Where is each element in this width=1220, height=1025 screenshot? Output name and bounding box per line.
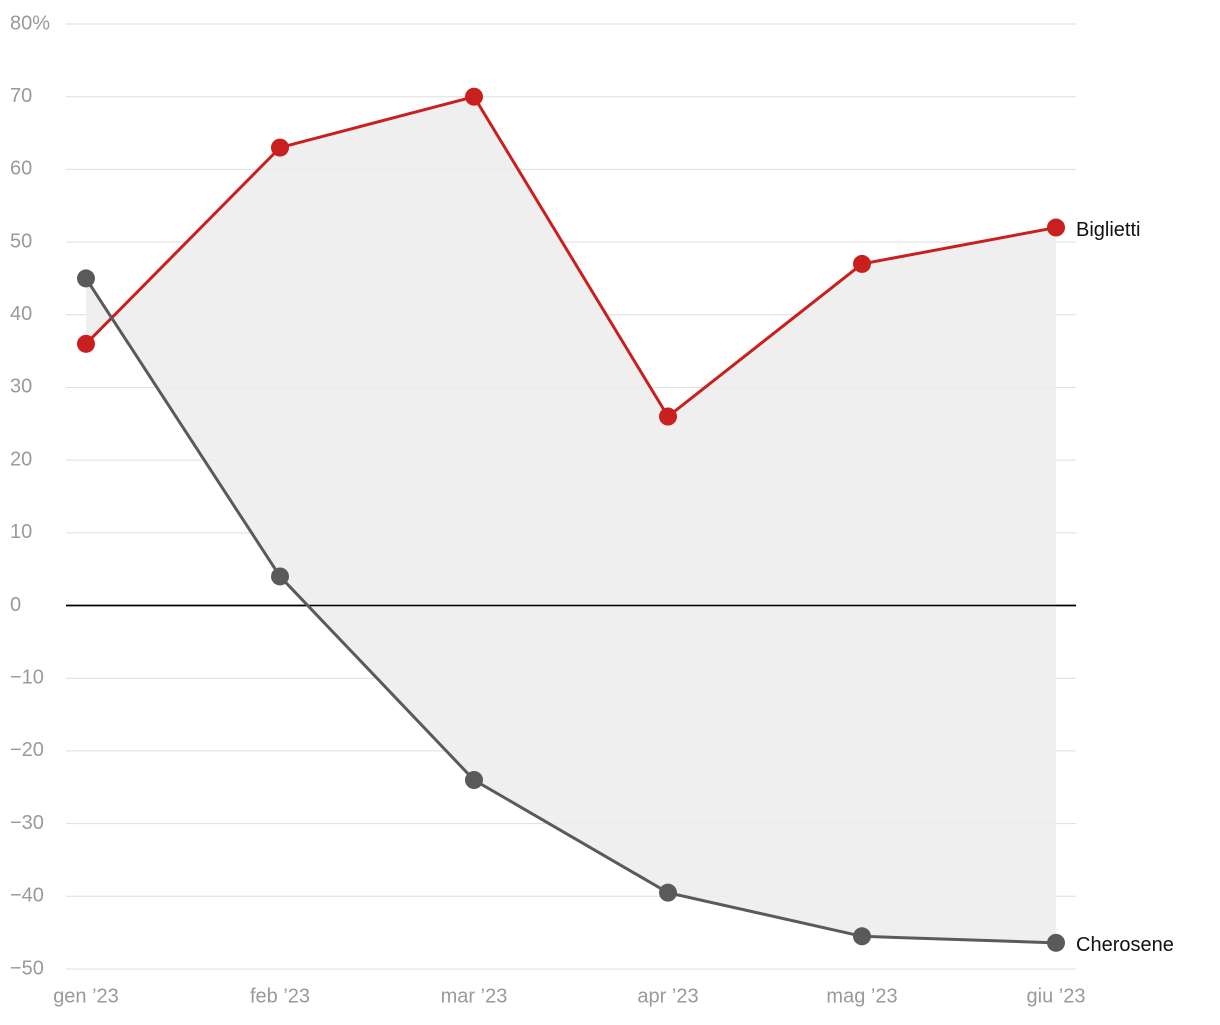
x-tick-label: giu ’23 [1027,985,1086,1007]
x-tick-label: apr ’23 [637,985,698,1007]
data-point [853,927,871,946]
x-tick-label: feb ’23 [250,985,310,1007]
series-label: Biglietti [1076,219,1140,241]
data-point [465,87,483,106]
data-point [659,407,677,426]
data-point [853,254,871,273]
data-point [77,269,95,288]
data-point [271,567,289,586]
x-tick-label: gen ’23 [53,985,119,1007]
y-tick-label: −10 [10,667,44,689]
gap-area [86,96,1056,943]
y-tick-label: 30 [10,376,32,398]
data-point [659,883,677,902]
y-tick-label: 50 [10,230,32,252]
y-tick-label: 80% [10,12,50,34]
y-tick-label: −50 [10,957,44,979]
data-point [1047,933,1065,952]
y-tick-label: 70 [10,85,32,107]
y-tick-label: 40 [10,303,32,325]
data-point [1047,218,1065,237]
series-label: Cherosene [1076,934,1174,956]
data-point [77,334,95,353]
y-tick-label: 60 [10,158,32,180]
data-point [271,138,289,157]
series-line [84,277,1057,945]
x-tick-label: mar ’23 [441,985,508,1007]
y-tick-label: −40 [10,885,44,907]
data-point [465,771,483,789]
y-tick-label: −20 [10,739,44,761]
y-tick-label: 10 [10,521,32,543]
y-tick-label: 0 [10,594,21,616]
series-line [84,94,1057,419]
y-tick-label: −30 [10,812,44,834]
y-tick-label: 20 [10,448,32,470]
x-tick-label: mag ’23 [826,985,897,1007]
